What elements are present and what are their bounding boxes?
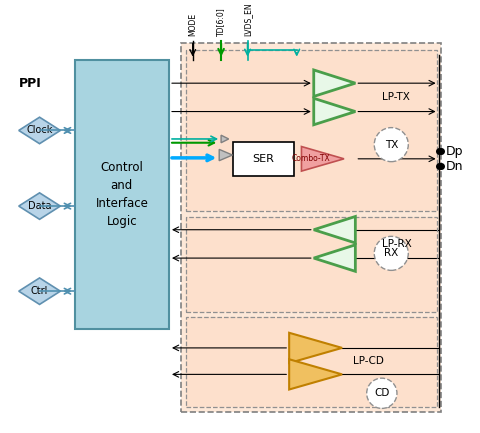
Polygon shape — [314, 70, 355, 97]
Polygon shape — [19, 278, 60, 304]
FancyBboxPatch shape — [233, 142, 294, 176]
Text: Data: Data — [28, 201, 51, 211]
FancyBboxPatch shape — [74, 60, 169, 329]
FancyBboxPatch shape — [186, 50, 437, 211]
Text: MODE: MODE — [188, 13, 197, 36]
Text: TX: TX — [384, 139, 398, 150]
Text: Control
and
Interface
Logic: Control and Interface Logic — [96, 161, 148, 228]
Text: SER: SER — [252, 154, 275, 164]
Text: Clock: Clock — [26, 126, 53, 136]
Text: Dp: Dp — [446, 145, 464, 158]
Circle shape — [367, 378, 397, 408]
Text: TD[6:0]: TD[6:0] — [216, 7, 226, 36]
Polygon shape — [314, 245, 355, 271]
Text: CD: CD — [374, 388, 389, 398]
FancyBboxPatch shape — [186, 317, 437, 407]
Polygon shape — [314, 216, 355, 243]
Text: LVDS_EN: LVDS_EN — [243, 2, 252, 36]
Circle shape — [374, 236, 408, 270]
Text: LP-RX: LP-RX — [382, 239, 411, 249]
Text: RX: RX — [384, 249, 398, 259]
Polygon shape — [19, 117, 60, 144]
Text: LP-TX: LP-TX — [382, 92, 410, 102]
Circle shape — [374, 128, 408, 162]
Polygon shape — [301, 146, 344, 171]
Text: Dn: Dn — [446, 160, 464, 173]
Polygon shape — [289, 359, 342, 390]
FancyBboxPatch shape — [181, 43, 442, 412]
Text: Combo-TX: Combo-TX — [291, 154, 330, 163]
Text: PPI: PPI — [19, 77, 41, 90]
Text: LP-CD: LP-CD — [353, 356, 384, 366]
Text: Ctrl: Ctrl — [31, 286, 48, 296]
Polygon shape — [221, 135, 228, 143]
Polygon shape — [19, 193, 60, 220]
Polygon shape — [219, 149, 232, 161]
Polygon shape — [289, 333, 342, 363]
Polygon shape — [314, 98, 355, 125]
FancyBboxPatch shape — [186, 217, 437, 312]
